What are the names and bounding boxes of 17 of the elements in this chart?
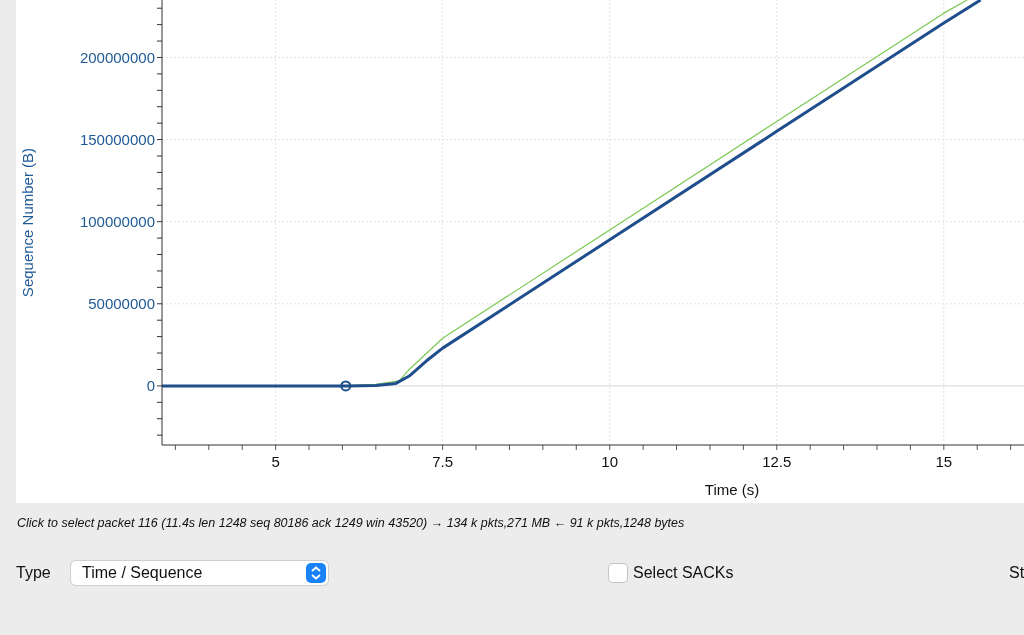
- y-tick-label: 0: [146, 377, 155, 395]
- dropdown-field: Time / Sequence: [71, 561, 328, 585]
- x-tick-label: 12.5: [762, 452, 792, 470]
- y-tick-label: 100000000: [79, 213, 155, 230]
- text: Click to select packet 116 (11.4s len 1248 seq 80186 ack 1249 win 43520) → 134 k pkts,271 MB ← 91 k pkts,1248 bytes: [17, 516, 685, 530]
- y-tick-label: 50000000: [88, 295, 155, 313]
- x-tick-label: 10: [601, 452, 619, 470]
- y-tick-label: 150000000: [79, 130, 155, 148]
- text: St: [1009, 564, 1024, 582]
- y-axis-title: Sequence Number (B): [19, 147, 37, 298]
- y-tick-label: 200000000: [79, 48, 155, 66]
- x-tick-label: 15: [935, 452, 953, 470]
- text: Select SACKs: [633, 564, 734, 582]
- x-axis-title: Time (s): [704, 481, 760, 498]
- x-tick-label: 5: [271, 452, 280, 470]
- text: Type: [16, 564, 51, 582]
- x-tick-label: 7.5: [432, 452, 454, 470]
